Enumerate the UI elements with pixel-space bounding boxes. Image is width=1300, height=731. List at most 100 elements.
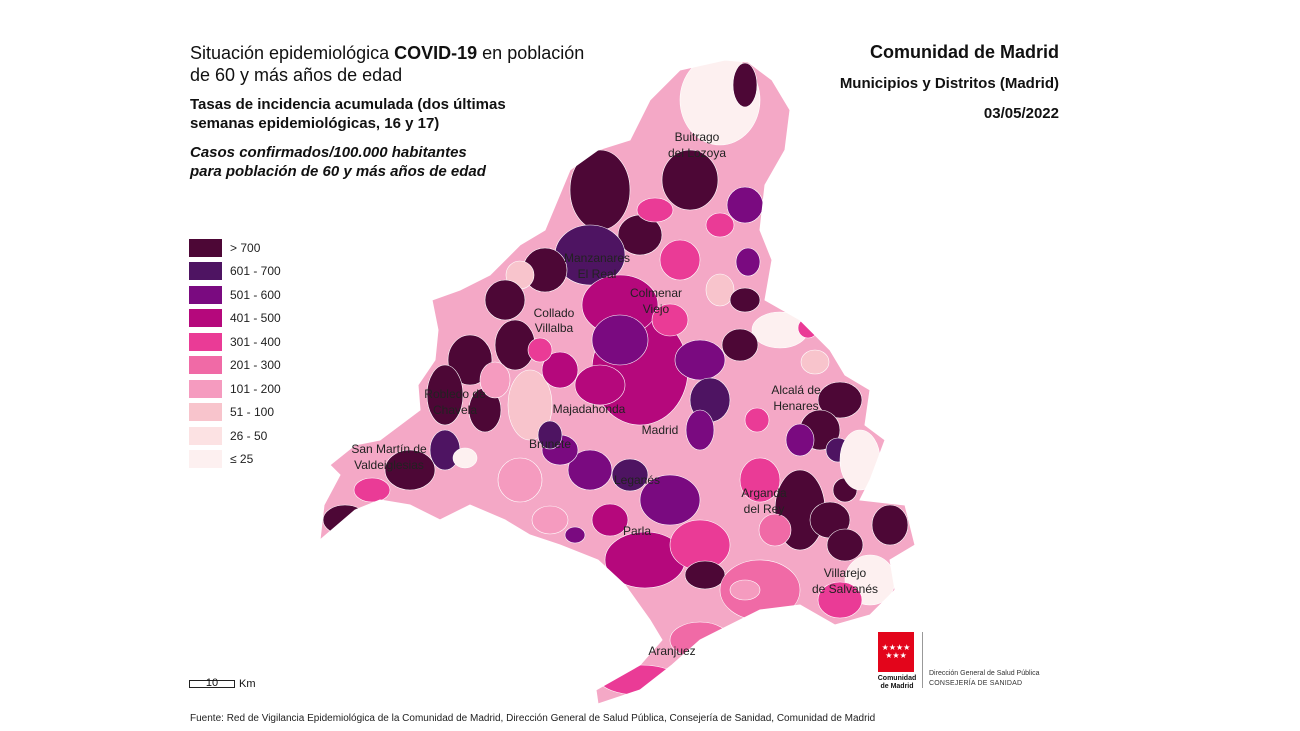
municipality-patch bbox=[659, 239, 701, 281]
municipality-patch bbox=[732, 62, 758, 108]
legend-label: 101 - 200 bbox=[230, 381, 281, 396]
legend-item: 401 - 500 bbox=[189, 307, 281, 331]
units-line-2: para población de 60 y más años de edad bbox=[190, 163, 486, 180]
municipality-patch bbox=[661, 149, 719, 211]
municipality-patch bbox=[426, 364, 464, 426]
map-title: Situación epidemiológica COVID-19 en pob… bbox=[190, 42, 660, 86]
municipality-patch bbox=[684, 560, 726, 590]
report-date: 03/05/2022 bbox=[983, 105, 1059, 122]
legend-item: 601 - 700 bbox=[189, 260, 281, 284]
municipality-patch bbox=[569, 149, 631, 231]
region-name: Comunidad de Madrid bbox=[870, 42, 1059, 62]
logo-name-line-2: de Madrid bbox=[880, 683, 914, 690]
municipality-patch bbox=[729, 579, 761, 601]
legend-label: 601 - 700 bbox=[230, 264, 281, 279]
legend-item: > 700 bbox=[189, 236, 281, 260]
municipality-patch bbox=[636, 197, 674, 223]
municipality-patch bbox=[826, 528, 864, 562]
municipality-patch bbox=[611, 458, 649, 492]
municipality-patch bbox=[567, 449, 613, 491]
stars-icon: ★★★★ ★★★ bbox=[881, 643, 911, 660]
legend-item: 26 - 50 bbox=[189, 424, 281, 448]
municipality-patch bbox=[785, 423, 815, 457]
municipality-patch bbox=[384, 449, 436, 491]
municipality-patch bbox=[531, 505, 569, 535]
legend-label: 201 - 300 bbox=[230, 358, 281, 373]
choropleth-map: Buitrago del Lozoya Manzanares El Real C… bbox=[319, 59, 916, 705]
label-buitrago: Buitrago bbox=[675, 130, 720, 144]
label-majadahonda: Majadahonda bbox=[553, 402, 626, 416]
legend-swatch bbox=[189, 262, 222, 281]
legend-swatch bbox=[189, 238, 222, 257]
subtitle-line-2: semanas epidemiológicas, 16 y 17) bbox=[190, 115, 440, 132]
legend-swatch bbox=[189, 356, 222, 375]
label-collado: Collado bbox=[534, 306, 575, 320]
municipality-patch bbox=[817, 381, 863, 419]
title-line-2: de 60 y más años de edad bbox=[190, 65, 403, 85]
legend-swatch bbox=[189, 403, 222, 422]
label-alcala: Alcalá de bbox=[771, 383, 821, 397]
logo-name-line-1: Comunidad bbox=[877, 675, 917, 682]
legend-item: ≤ 25 bbox=[189, 448, 281, 472]
legend-item: 501 - 600 bbox=[189, 283, 281, 307]
label-manzanares: El Real bbox=[578, 267, 617, 281]
legend-item: 51 - 100 bbox=[189, 401, 281, 425]
flag-icon: ★★★★ ★★★ bbox=[878, 632, 914, 672]
municipality-patch bbox=[564, 526, 586, 544]
label-brunete: Brunete bbox=[529, 437, 571, 451]
source-note: Fuente: Red de Vigilancia Epidemiológica… bbox=[190, 713, 876, 724]
municipality-patch bbox=[484, 279, 526, 321]
municipality-patch bbox=[479, 361, 511, 399]
legend-swatch bbox=[189, 309, 222, 328]
municipality-patch bbox=[537, 420, 563, 450]
municipality-patch bbox=[758, 513, 792, 547]
municipality-patch bbox=[591, 314, 649, 366]
legend-item: 301 - 400 bbox=[189, 330, 281, 354]
legend-label: 301 - 400 bbox=[230, 334, 281, 349]
label-colmenar: Colmenar bbox=[630, 286, 682, 300]
label-aranjuez: Aranjuez bbox=[648, 644, 695, 658]
label-collado: Villalba bbox=[535, 321, 574, 335]
legend-label: 401 - 500 bbox=[230, 311, 281, 326]
municipality-patch bbox=[452, 447, 478, 469]
label-san-martin: Valdeiglesias bbox=[354, 458, 424, 472]
dept-line-2: CONSEJERÍA DE SANIDAD bbox=[929, 680, 1023, 687]
map-units: Casos confirmados/100.000 habitantes par… bbox=[190, 143, 590, 181]
label-arganda: Arganda bbox=[741, 486, 787, 500]
legend-swatch bbox=[189, 285, 222, 304]
municipality-patch bbox=[507, 369, 553, 441]
municipality-patch bbox=[744, 407, 770, 433]
municipality-patch bbox=[705, 273, 735, 307]
label-robledo: Robledo de bbox=[424, 387, 486, 401]
map-subtitle: Tasas de incidencia acumulada (dos últim… bbox=[190, 95, 590, 133]
label-san-martin: San Martín de bbox=[351, 442, 427, 456]
scale-value: 10 bbox=[205, 677, 219, 689]
region-outline bbox=[319, 59, 916, 705]
scale-unit: Km bbox=[239, 678, 256, 690]
label-colmenar: Viejo bbox=[643, 302, 670, 316]
municipality-patch bbox=[871, 504, 909, 546]
municipality-patch bbox=[721, 328, 759, 362]
logo-divider bbox=[922, 632, 923, 688]
scope-label: Municipios y Distritos (Madrid) bbox=[839, 75, 1059, 92]
municipality-patch bbox=[839, 429, 881, 491]
municipality-patch bbox=[739, 457, 781, 503]
municipality-patch bbox=[729, 287, 761, 313]
municipality-patch bbox=[817, 581, 863, 619]
legend-label: ≤ 25 bbox=[230, 452, 254, 467]
municipality-patch bbox=[574, 364, 626, 406]
municipality-patch bbox=[685, 409, 715, 451]
label-arganda: del Rey bbox=[744, 502, 785, 516]
municipality-patch bbox=[674, 339, 726, 381]
legend-swatch bbox=[189, 332, 222, 351]
logo-name: Comunidad de Madrid bbox=[877, 675, 917, 691]
municipality-patch bbox=[726, 186, 764, 224]
municipality-shapes bbox=[320, 60, 915, 704]
subtitle-line-1: Tasas de incidencia acumulada (dos últim… bbox=[190, 96, 506, 113]
legend-label: > 700 bbox=[230, 240, 261, 255]
comunidad-logo: ★★★★ ★★★ Comunidad de Madrid Dirección Ge… bbox=[877, 632, 1040, 691]
legend: > 700 601 - 700 501 - 600 401 - 500 301 - 40… bbox=[189, 236, 281, 471]
legend-item: 201 - 300 bbox=[189, 354, 281, 378]
label-villarejo: Villarejo bbox=[824, 566, 867, 580]
legend-swatch bbox=[189, 450, 222, 469]
